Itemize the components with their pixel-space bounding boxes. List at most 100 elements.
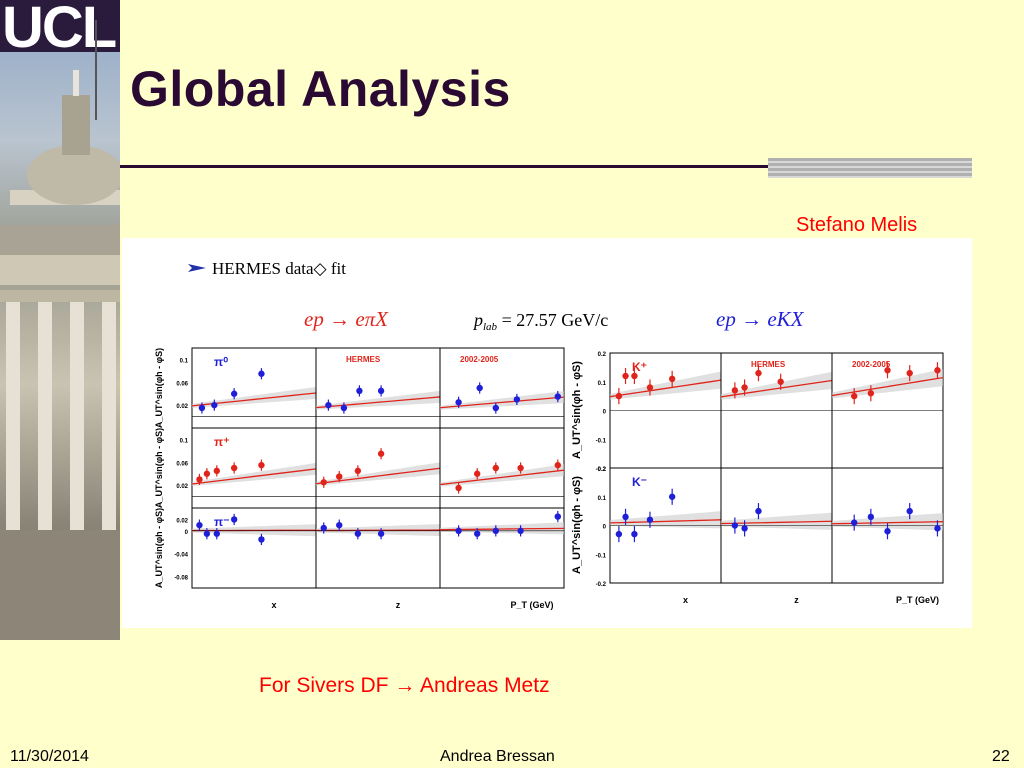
plot-panel xyxy=(439,507,565,589)
data-point xyxy=(731,522,739,529)
data-point xyxy=(934,525,941,532)
data-point xyxy=(258,461,265,469)
data-point xyxy=(474,470,481,477)
fit-uncertainty-band xyxy=(316,390,440,410)
data-point xyxy=(755,369,762,377)
data-point xyxy=(777,378,784,385)
data-point xyxy=(377,450,385,457)
y-tick-label: 0.06 xyxy=(176,461,188,467)
credit-line: For Sivers DF → Andreas Metz xyxy=(259,674,550,697)
hermes-tag: HERMES xyxy=(751,360,786,369)
plab-subscript: lab xyxy=(483,321,498,333)
fit-curve xyxy=(609,519,722,524)
hermes-plots: HERMES data◇ fit ep → eπX plab = 27.57 G… xyxy=(154,259,944,610)
years-tag: 2002-2005 xyxy=(460,355,499,364)
y-tick-label: 0.02 xyxy=(176,518,188,524)
fit-curve xyxy=(315,396,441,409)
data-point xyxy=(851,392,858,400)
data-point xyxy=(755,507,762,515)
fit-curve xyxy=(315,467,441,485)
x-axis-label: P_T (GeV) xyxy=(510,600,553,610)
y-tick-label: -0.08 xyxy=(174,576,188,582)
data-point xyxy=(230,464,238,472)
y-tick-label: -0.2 xyxy=(596,467,607,473)
footer-date: 11/30/2014 xyxy=(10,748,89,765)
data-point xyxy=(646,516,654,523)
data-point xyxy=(906,369,913,377)
fit-curve xyxy=(439,396,565,409)
data-point xyxy=(631,372,638,380)
series-label: π⁻ xyxy=(214,515,230,529)
y-tick-label: 0.02 xyxy=(176,484,188,490)
data-point xyxy=(615,392,623,400)
y-tick-label: 0.1 xyxy=(598,381,607,387)
y-tick-label: 0.02 xyxy=(176,404,188,410)
data-point xyxy=(622,372,629,380)
y-axis-label: A_UT^sin(φh - φS) xyxy=(154,348,164,428)
y-axis-label: A_UT^sin(φh - φS) xyxy=(571,476,583,574)
data-point xyxy=(934,367,941,374)
portico-illustration xyxy=(0,20,120,640)
x-axis-label: x xyxy=(683,595,688,605)
data-point xyxy=(668,493,676,500)
data-point xyxy=(517,464,524,472)
fit-curve xyxy=(191,468,317,485)
footer-page-number: 22 xyxy=(992,748,1010,765)
x-axis-label: x xyxy=(271,600,276,610)
hermes-tag: HERMES xyxy=(346,355,381,364)
data-point xyxy=(517,527,524,535)
data-point xyxy=(336,473,343,480)
data-point xyxy=(554,461,561,469)
ucl-building-photo: UCL xyxy=(0,0,120,640)
data-point xyxy=(455,527,462,535)
data-point xyxy=(615,530,623,538)
plab-label: plab = 27.57 GeV/c xyxy=(472,310,608,333)
data-point xyxy=(230,516,238,523)
fit-curve xyxy=(439,469,565,486)
data-point xyxy=(646,384,654,391)
data-point xyxy=(203,470,211,477)
data-point xyxy=(492,464,499,472)
data-point xyxy=(631,530,638,538)
fit-uncertainty-band xyxy=(832,513,943,531)
data-point xyxy=(492,404,499,412)
data-point xyxy=(492,527,499,535)
data-point xyxy=(377,530,385,537)
data-point xyxy=(455,399,462,406)
data-point xyxy=(354,530,362,537)
ucl-logo: UCL xyxy=(0,0,120,60)
fit-curve xyxy=(831,376,944,397)
plab-value: = 27.57 GeV/c xyxy=(497,310,608,330)
data-point xyxy=(213,467,220,475)
y-tick-label: 0 xyxy=(603,525,607,531)
y-tick-label: -0.1 xyxy=(596,438,607,444)
data-point xyxy=(851,519,858,526)
data-point xyxy=(476,384,483,392)
fit-curve xyxy=(720,520,833,525)
plot-panel xyxy=(191,507,317,589)
x-axis-label: z xyxy=(396,600,401,610)
plot-panel xyxy=(439,347,565,429)
data-point xyxy=(867,513,875,521)
data-point xyxy=(230,390,238,397)
author-label: Stefano Melis xyxy=(796,214,918,236)
y-axis-label: A_UT^sin(φh - φS) xyxy=(154,428,164,508)
data-point xyxy=(668,375,676,383)
plab-symbol: p xyxy=(472,310,483,330)
data-point xyxy=(741,384,748,391)
y-tick-label: 0.06 xyxy=(176,381,188,387)
data-point xyxy=(455,484,462,492)
y-tick-label: -0.2 xyxy=(596,582,607,588)
title-divider-accent xyxy=(768,158,972,178)
data-point xyxy=(211,401,218,409)
plot-panel xyxy=(191,347,317,429)
fit-uncertainty-band xyxy=(316,462,440,486)
data-point xyxy=(622,513,629,521)
y-tick-label: 0.1 xyxy=(180,438,189,444)
hermes-figure: HERMES data◇ fit ep → eπX plab = 27.57 G… xyxy=(122,238,972,628)
slide-title: Global Analysis xyxy=(130,61,511,117)
data-point xyxy=(354,467,362,475)
data-point xyxy=(203,530,211,537)
fit-uncertainty-band xyxy=(721,371,832,400)
plot-panel xyxy=(315,507,441,589)
